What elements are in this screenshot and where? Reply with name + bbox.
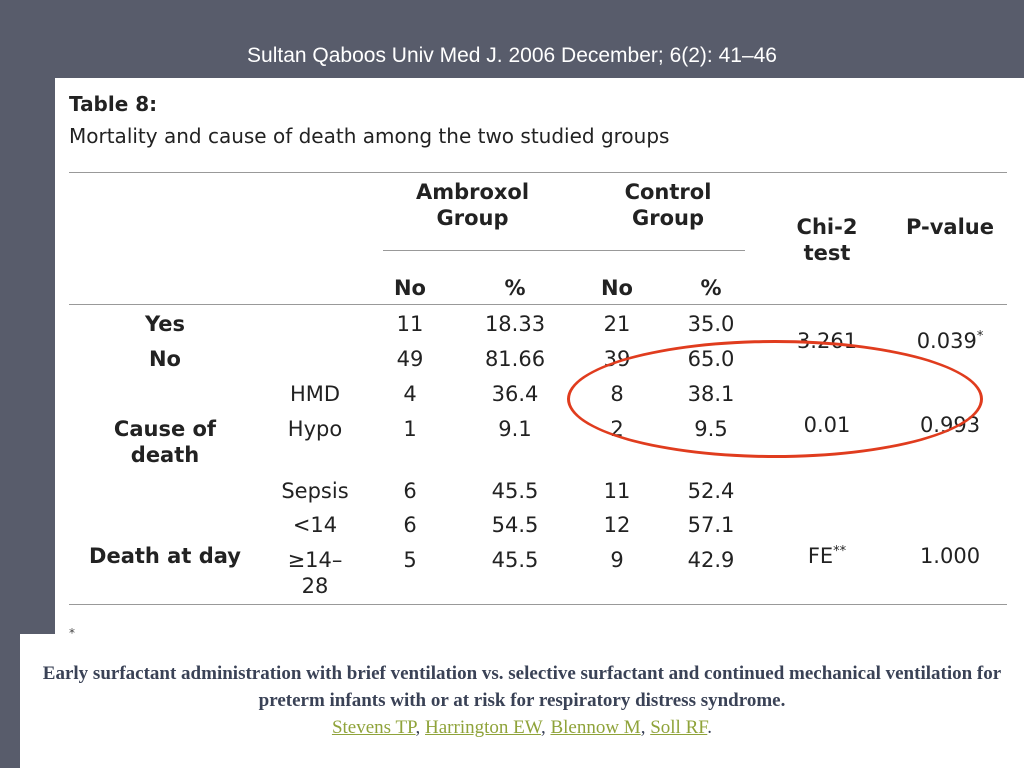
author-link[interactable]: Harrington EW [425,717,541,738]
row-no-amb-pct: 81.66 [484,347,546,371]
cause-of-death-label: Cause of death [113,417,217,467]
row-hmd-label: HMD [289,382,341,406]
death-at-day-p-value: 1.000 [919,544,981,568]
slide-title: Sultan Qaboos Univ Med J. 2006 December;… [247,44,777,67]
header-ambroxol-group: Ambroxol Group [415,180,530,230]
row-sepsis-label: Sepsis [281,479,349,503]
death-at-day-chi2: FE** [777,543,877,569]
row-ge14-amb-no: 5 [403,548,417,572]
author-link[interactable]: Soll RF [650,717,708,738]
table-bottom-rule [69,604,1007,605]
row-hmd-amb-no: 4 [403,382,417,406]
footnote-mark: * [69,626,75,640]
death-at-day-chi2-mark: ** [833,544,847,559]
row-sepsis-ctl-pct: 52.4 [687,479,735,503]
mortality-p-value: 0.039* [900,328,1000,354]
header-control-pct: % [700,276,722,300]
row-yes-ctl-pct: 35.0 [687,312,735,336]
row-lt14-amb-no: 6 [403,513,417,537]
row-yes-label: Yes [144,312,186,336]
highlight-oval [567,340,983,458]
group-header-rule [383,250,745,251]
row-lt14-amb-pct: 54.5 [491,513,539,537]
header-ambroxol-no: No [393,276,426,300]
row-ge14-ctl-no: 9 [610,548,624,572]
row-ge14-label: ≥14–28 [287,548,343,598]
row-yes-amb-pct: 18.33 [484,312,546,336]
table-caption: Mortality and cause of death among the t… [69,124,670,148]
death-at-day-label: Death at day [89,544,241,568]
author-link[interactable]: Stevens TP [331,717,416,738]
table-label: Table 8: [69,92,158,116]
row-lt14-label: <14 [292,513,338,537]
row-sepsis-amb-pct: 45.5 [491,479,539,503]
row-no-amb-no: 49 [396,347,424,371]
row-yes-ctl-no: 21 [603,312,631,336]
header-control-group: Control Group [624,180,712,230]
header-bottom-rule [69,304,1007,305]
table-image: Table 8: Mortality and cause of death am… [55,78,1024,640]
author-list: Stevens TP, Harrington EW, Blennow M, So… [331,717,713,738]
row-yes-amb-no: 11 [396,312,424,336]
row-no-label: No [148,347,181,371]
author-link[interactable]: Blennow M [550,717,641,738]
mortality-p-mark: * [976,329,984,344]
header-ambroxol-pct: % [504,276,526,300]
row-hypo-amb-no: 1 [403,417,417,441]
table-top-rule [69,172,1007,173]
row-sepsis-ctl-no: 11 [603,479,631,503]
row-hypo-label: Hypo [287,417,343,441]
death-at-day-chi2-text: FE [807,544,834,568]
row-ge14-amb-pct: 45.5 [491,548,539,572]
row-lt14-ctl-no: 12 [603,513,631,537]
article-citation-box: Early surfactant administration with bri… [20,634,1024,768]
header-control-no: No [600,276,633,300]
article-title: Early surfactant administration with bri… [42,663,1002,711]
header-chi2-test: Chi-2 test [796,215,858,265]
mortality-p-value-text: 0.039 [916,329,977,353]
row-hmd-amb-pct: 36.4 [491,382,539,406]
row-hypo-amb-pct: 9.1 [498,417,532,441]
row-ge14-ctl-pct: 42.9 [687,548,735,572]
header-p-value: P-value [906,215,994,239]
row-sepsis-amb-no: 6 [403,479,417,503]
row-lt14-ctl-pct: 57.1 [687,513,735,537]
